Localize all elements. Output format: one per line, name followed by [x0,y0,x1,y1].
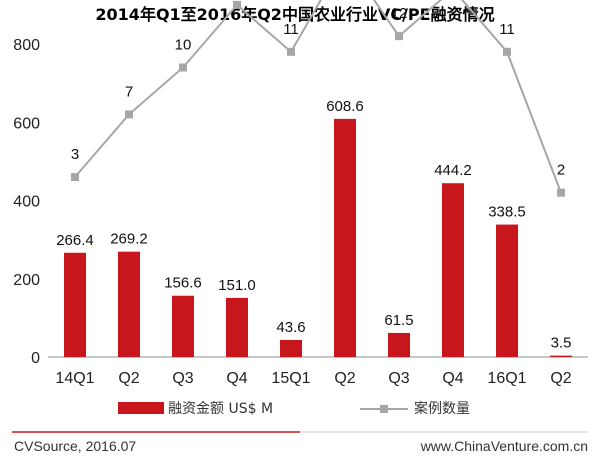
bar-value-label: 3.5 [551,335,572,352]
chart-title: 2014年Q1至2016年Q2中国农业行业VC/PE融资情况 [95,5,494,24]
x-tick-label: Q2 [334,370,355,387]
bar [496,224,518,357]
count-value-label: 11 [283,21,299,38]
count-value-label: 10 [175,36,192,53]
bar [226,297,248,357]
x-tick-label: 14Q1 [55,370,94,387]
count-series-points [71,0,565,197]
legend-line-label: 案例数量 [414,400,470,417]
count-point [395,32,403,41]
count-point [287,47,295,56]
bar-value-label: 266.4 [56,232,94,249]
footer-website: www.ChinaVenture.com.cn [420,438,588,454]
footer-source: CVSource, 2016.07 [14,438,136,454]
x-tick-label: Q4 [226,370,247,387]
y-tick-label: 800 [13,37,40,54]
count-point [557,188,565,197]
x-tick-label: 16Q1 [487,370,526,387]
y-tick-label: 200 [13,272,40,289]
x-tick-label: Q3 [388,370,409,387]
bar [118,251,140,357]
bar-value-label: 151.0 [218,277,256,294]
x-tick-label: Q4 [442,370,463,387]
y-tick-label: 0 [31,350,40,367]
legend-bar-label: 融资金额 US$ M [168,401,273,417]
bar-value-label: 338.5 [488,204,526,221]
bar-value-label: 269.2 [110,231,148,248]
bar [280,339,302,357]
count-value-label: 7 [125,83,133,100]
x-axis-ticks: 14Q1 Q2 Q3 Q4 15Q1 Q2 Q3 Q4 16Q1 Q2 [55,370,571,387]
legend-bar-swatch [118,402,164,414]
bar [334,118,356,357]
bar [550,355,572,357]
bar-value-label: 444.2 [434,162,472,179]
bar [64,252,86,357]
count-data-labels: 37101411171215112 [71,5,565,179]
count-value-label: 2 [557,162,565,179]
bar-series [64,118,572,357]
x-tick-label: Q2 [550,370,571,387]
bar-value-label: 61.5 [384,312,413,329]
y-axis-ticks: 0 200 400 600 800 [13,37,40,367]
y-tick-label: 600 [13,115,40,132]
bar [172,295,194,357]
bar [388,332,410,357]
bar-value-label: 43.6 [276,319,305,336]
count-point [233,0,241,9]
count-point [71,173,79,182]
count-point [503,47,511,56]
count-point [179,63,187,72]
legend-line-marker [380,405,388,413]
count-value-label: 11 [499,21,515,38]
y-tick-label: 400 [13,194,40,211]
bar-value-label: 608.6 [326,98,364,115]
count-series-line [74,0,562,194]
x-tick-label: Q2 [118,370,139,387]
x-tick-label: Q3 [172,370,193,387]
bar-value-label: 156.6 [164,275,202,292]
bar [442,183,464,357]
legend: 融资金额 US$ M 案例数量 [118,400,470,417]
count-value-label: 3 [71,146,79,163]
count-point [125,110,133,119]
count-value-label: 12 [391,5,408,22]
x-tick-label: 15Q1 [271,370,310,387]
